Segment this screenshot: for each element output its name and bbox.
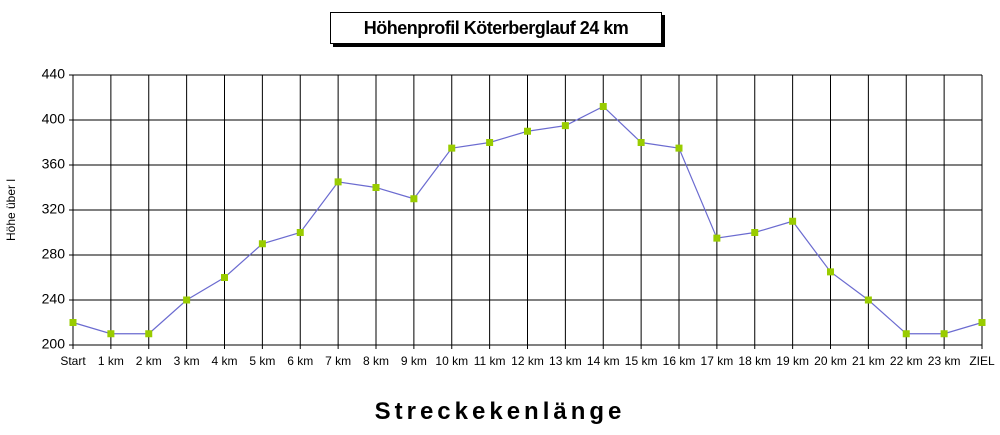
- y-tick-label: 240: [42, 291, 66, 307]
- marker: [69, 319, 77, 326]
- marker: [258, 240, 266, 248]
- marker: [486, 139, 494, 146]
- x-tick-label: 23 km: [927, 354, 961, 368]
- x-tick-label: 16 km: [662, 354, 696, 368]
- marker: [789, 217, 797, 225]
- x-tick-label: 21 km: [852, 354, 885, 368]
- marker: [713, 234, 721, 242]
- x-tick-label: 5 km: [249, 354, 276, 368]
- y-tick-label: 200: [42, 336, 66, 352]
- x-tick-label: 7 km: [325, 354, 352, 368]
- x-tick-label: 2 km: [135, 354, 162, 368]
- x-tick-label: 3 km: [173, 354, 200, 368]
- marker: [334, 178, 342, 186]
- x-axis-label: Streckekenlänge: [374, 398, 626, 425]
- marker: [599, 103, 607, 110]
- marker: [675, 144, 683, 152]
- marker: [524, 127, 531, 135]
- x-tick-label: 9 km: [400, 354, 427, 368]
- marker: [561, 122, 569, 130]
- x-tick-label: Start: [60, 354, 86, 368]
- x-tick-label: 10 km: [435, 354, 469, 368]
- y-tick-label: 320: [42, 201, 66, 217]
- x-tick-label: 18 km: [738, 354, 772, 368]
- x-tick-label: 20 km: [814, 354, 847, 368]
- x-tick-label: 8 km: [362, 354, 389, 368]
- x-tick-label: 6 km: [287, 354, 314, 368]
- y-tick-label: 400: [42, 111, 66, 127]
- x-tick-label: 14 km: [586, 354, 620, 368]
- x-tick-label: 15 km: [624, 354, 658, 368]
- y-axis-label: Höhe über l: [4, 179, 18, 241]
- marker: [864, 296, 872, 304]
- y-tick-label: 440: [42, 66, 66, 82]
- x-tick-label: ZIEL: [969, 354, 995, 368]
- marker: [751, 229, 759, 236]
- x-tick-label: 1 km: [97, 354, 124, 368]
- marker: [183, 296, 191, 304]
- marker: [107, 330, 115, 338]
- x-tick-label: 17 km: [700, 354, 734, 368]
- marker: [827, 268, 834, 276]
- x-tick-label: 22 km: [889, 354, 923, 368]
- x-tick-label: 13 km: [549, 354, 582, 368]
- marker: [372, 184, 380, 191]
- marker: [221, 274, 228, 281]
- x-tick-label: 4 km: [211, 354, 238, 368]
- x-tick-label: 19 km: [776, 354, 809, 368]
- marker: [978, 319, 986, 326]
- marker: [902, 330, 910, 338]
- marker: [410, 195, 418, 203]
- y-tick-label: 280: [42, 246, 66, 262]
- marker: [145, 330, 153, 338]
- marker: [940, 330, 948, 338]
- x-tick-label: 12 km: [511, 354, 544, 368]
- x-tick-label: 11 km: [473, 354, 506, 368]
- marker: [637, 139, 645, 146]
- chart-title: Höhenprofil Köterberglauf 24 km: [330, 12, 662, 44]
- y-tick-label: 360: [42, 156, 66, 172]
- marker: [296, 229, 304, 236]
- marker: [448, 144, 456, 152]
